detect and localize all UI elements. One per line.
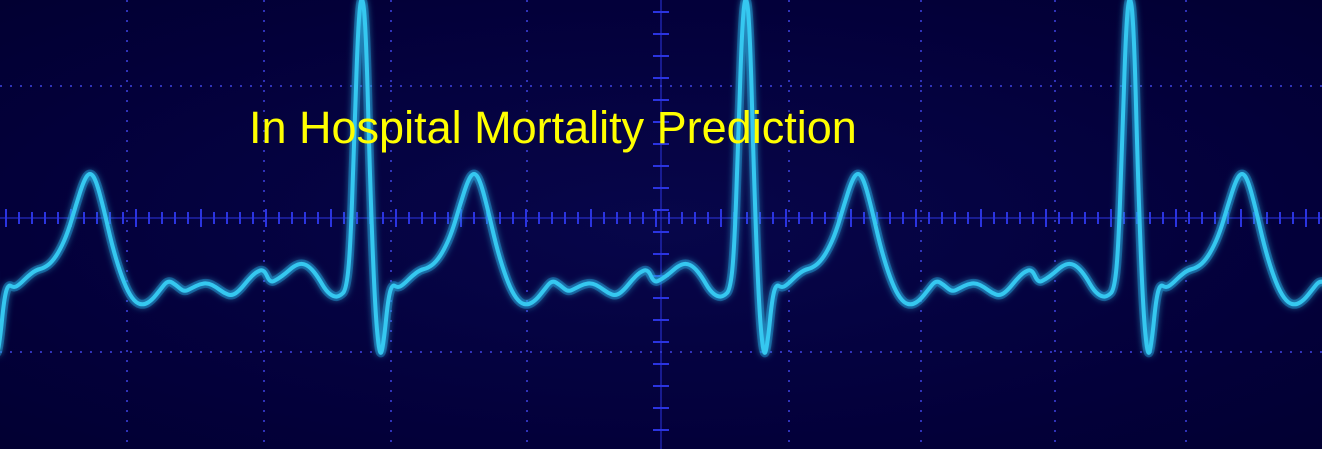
ecg-waveform-icon (0, 0, 1322, 355)
slide-title: In Hospital Mortality Prediction (249, 102, 857, 153)
